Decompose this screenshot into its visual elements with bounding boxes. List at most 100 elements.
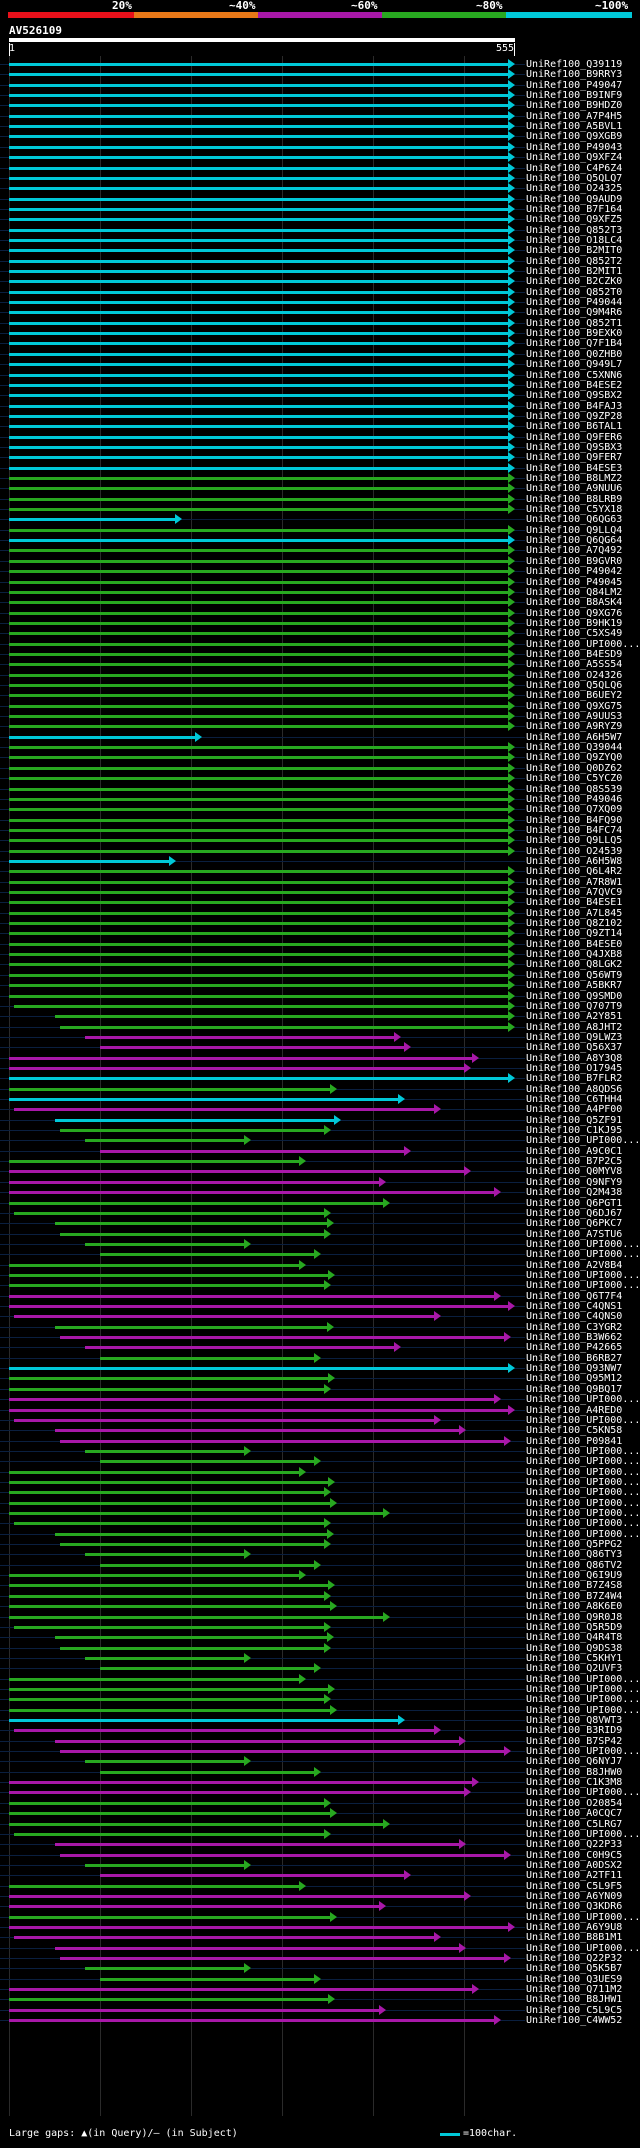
hit-label-link[interactable]: UniRef100_P49044 xyxy=(526,297,623,309)
hit-label-link[interactable]: UniRef100_B7Z4S8 xyxy=(526,1580,623,1592)
hit-alignment-line[interactable] xyxy=(9,73,508,77)
hit-alignment-line[interactable] xyxy=(60,1957,504,1961)
hit-label-link[interactable]: UniRef100_A6H5W7 xyxy=(526,731,623,743)
hit-row[interactable]: UniRef100_UPI000... xyxy=(0,1414,640,1426)
hit-label-link[interactable]: UniRef100_C5LRG7 xyxy=(526,1818,623,1830)
hit-label-link[interactable]: UniRef100_B8JHW1 xyxy=(526,1994,623,2006)
hit-label-link[interactable]: UniRef100_B6TAL1 xyxy=(526,421,623,433)
hit-label-link[interactable]: UniRef100_Q6PKC7 xyxy=(526,1218,623,1230)
hit-row[interactable]: UniRef100_UPI000... xyxy=(0,1466,640,1478)
hit-row[interactable]: UniRef100_Q852T2 xyxy=(0,255,640,267)
hit-alignment-line[interactable] xyxy=(9,559,508,563)
hit-label-link[interactable]: UniRef100_Q9R0J8 xyxy=(526,1611,623,1623)
hit-label-link[interactable]: UniRef100_B7Z4W4 xyxy=(526,1590,623,1602)
hit-row[interactable]: UniRef100_C4QNS1 xyxy=(0,1301,640,1312)
hit-alignment-line[interactable] xyxy=(9,373,508,377)
hit-row[interactable]: UniRef100_C4P6Z4 xyxy=(0,162,640,174)
hit-row[interactable]: UniRef100_C5L9C5 xyxy=(0,2004,640,2016)
hit-label-link[interactable]: UniRef100_C5XS49 xyxy=(526,628,623,640)
hit-row[interactable]: UniRef100_B3W662 xyxy=(0,1332,640,1343)
hit-alignment-line[interactable] xyxy=(9,394,508,398)
hit-label-link[interactable]: UniRef100_Q707T9 xyxy=(526,1000,623,1012)
hit-alignment-line[interactable] xyxy=(9,414,508,418)
hit-label-link[interactable]: UniRef100_B4ESD9 xyxy=(526,648,623,660)
hit-alignment-line[interactable] xyxy=(9,1170,464,1174)
hit-row[interactable]: UniRef100_Q9XGB9 xyxy=(0,131,640,142)
hit-row[interactable]: UniRef100_B4FAJ3 xyxy=(0,400,640,412)
hit-label-link[interactable]: UniRef100_Q0MYV8 xyxy=(526,1166,623,1178)
hit-label-link[interactable]: UniRef100_B9EXK0 xyxy=(526,328,623,340)
hit-alignment-line[interactable] xyxy=(55,1222,327,1226)
hit-row[interactable]: UniRef100_B8LRB9 xyxy=(0,493,640,505)
hit-label-link[interactable]: UniRef100_Q711M2 xyxy=(526,1984,623,1996)
hit-row[interactable]: UniRef100_B8ASK4 xyxy=(0,597,640,608)
hit-alignment-line[interactable] xyxy=(9,1574,299,1578)
hit-row[interactable]: UniRef100_C4WW52 xyxy=(0,2015,640,2026)
hit-row[interactable]: UniRef100_Q3KDR6 xyxy=(0,1901,640,1912)
hit-row[interactable]: UniRef100_Q39119 xyxy=(0,59,640,70)
hit-alignment-line[interactable] xyxy=(9,321,508,325)
hit-row[interactable]: UniRef100_O24325 xyxy=(0,183,640,194)
hit-alignment-line[interactable] xyxy=(85,1346,394,1350)
hit-label-link[interactable]: UniRef100_A0CQC7 xyxy=(526,1808,623,1820)
hit-label-link[interactable]: UniRef100_Q9ZT14 xyxy=(526,928,623,940)
hit-alignment-line[interactable] xyxy=(9,1077,508,1081)
hit-alignment-line[interactable] xyxy=(9,1812,330,1816)
hit-alignment-line[interactable] xyxy=(9,218,508,222)
hit-alignment-line[interactable] xyxy=(9,1512,383,1515)
hit-row[interactable]: UniRef100_A6Y9U8 xyxy=(0,1922,640,1933)
hit-label-link[interactable]: UniRef100_UPI000... xyxy=(526,638,640,650)
hit-label-link[interactable]: UniRef100_O20854 xyxy=(526,1797,623,1809)
hit-label-link[interactable]: UniRef100_C5L9C5 xyxy=(526,2004,623,2016)
hit-alignment-line[interactable] xyxy=(9,828,508,832)
hit-label-link[interactable]: UniRef100_Q4R4T8 xyxy=(526,1632,623,1644)
hit-row[interactable]: UniRef100_B9HDZ0 xyxy=(0,100,640,111)
hit-label-link[interactable]: UniRef100_Q6NYJ7 xyxy=(526,1756,623,1768)
hit-alignment-line[interactable] xyxy=(9,1677,299,1681)
hit-row[interactable]: UniRef100_Q9BQ17 xyxy=(0,1383,640,1395)
hit-label-link[interactable]: UniRef100_Q39044 xyxy=(526,742,623,754)
hit-alignment-line[interactable] xyxy=(9,1470,299,1474)
hit-row[interactable]: UniRef100_UPI000... xyxy=(0,638,640,650)
hit-label-link[interactable]: UniRef100_UPI000... xyxy=(526,1704,640,1716)
hit-row[interactable]: UniRef100_P49044 xyxy=(0,297,640,308)
hit-alignment-line[interactable] xyxy=(9,787,508,791)
hit-label-link[interactable]: UniRef100_A5BKR7 xyxy=(526,980,623,992)
hit-label-link[interactable]: UniRef100_Q86TV2 xyxy=(526,1559,623,1571)
hit-label-link[interactable]: UniRef100_P49042 xyxy=(526,566,623,578)
hit-row[interactable]: UniRef100_A0DSX2 xyxy=(0,1859,640,1871)
hit-label-link[interactable]: UniRef100_A8K6E0 xyxy=(526,1601,623,1613)
hit-label-link[interactable]: UniRef100_UPI000... xyxy=(526,1135,640,1147)
hit-alignment-line[interactable] xyxy=(85,1035,394,1039)
hit-label-link[interactable]: UniRef100_Q39119 xyxy=(526,59,623,70)
hit-label-link[interactable]: UniRef100_B4FC74 xyxy=(526,824,623,836)
hit-label-link[interactable]: UniRef100_A6H5W8 xyxy=(526,855,623,867)
hit-row[interactable]: UniRef100_B4ESE1 xyxy=(0,897,640,908)
hit-alignment-line[interactable] xyxy=(9,94,508,98)
hit-label-link[interactable]: UniRef100_UPI000... xyxy=(526,1911,640,1923)
hit-alignment-line[interactable] xyxy=(9,2008,379,2012)
hit-alignment-line[interactable] xyxy=(9,632,508,636)
hit-label-link[interactable]: UniRef100_B9HK19 xyxy=(526,617,623,629)
hit-row[interactable]: UniRef100_Q9XG75 xyxy=(0,700,640,712)
hit-alignment-line[interactable] xyxy=(60,1336,504,1340)
hit-row[interactable]: UniRef100_Q56WT9 xyxy=(0,969,640,981)
hit-label-link[interactable]: UniRef100_P49047 xyxy=(526,79,623,91)
hit-alignment-line[interactable] xyxy=(9,1408,508,1412)
hit-label-link[interactable]: UniRef100_O24325 xyxy=(526,183,623,195)
hit-row[interactable]: UniRef100_B6UEY2 xyxy=(0,690,640,701)
hit-alignment-line[interactable] xyxy=(9,1884,299,1888)
hit-label-link[interactable]: UniRef100_B4FAJ3 xyxy=(526,400,623,412)
hit-label-link[interactable]: UniRef100_B3W662 xyxy=(526,1332,623,1344)
hit-row[interactable]: UniRef100_A6H5W8 xyxy=(0,855,640,867)
hit-alignment-line[interactable] xyxy=(9,694,508,698)
hit-label-link[interactable]: UniRef100_Q86TY3 xyxy=(526,1549,623,1561)
hit-row[interactable]: UniRef100_UPI000... xyxy=(0,1518,640,1529)
hit-row[interactable]: UniRef100_C1K3M8 xyxy=(0,1777,640,1788)
hit-alignment-line[interactable] xyxy=(85,1139,244,1143)
hit-row[interactable]: UniRef100_Q9SMD0 xyxy=(0,990,640,1002)
hit-row[interactable]: UniRef100_O17945 xyxy=(0,1062,640,1074)
hit-label-link[interactable]: UniRef100_Q5ZF91 xyxy=(526,1114,623,1126)
hit-label-link[interactable]: UniRef100_Q5R5D9 xyxy=(526,1621,623,1633)
hit-label-link[interactable]: UniRef100_Q9FER7 xyxy=(526,452,623,464)
